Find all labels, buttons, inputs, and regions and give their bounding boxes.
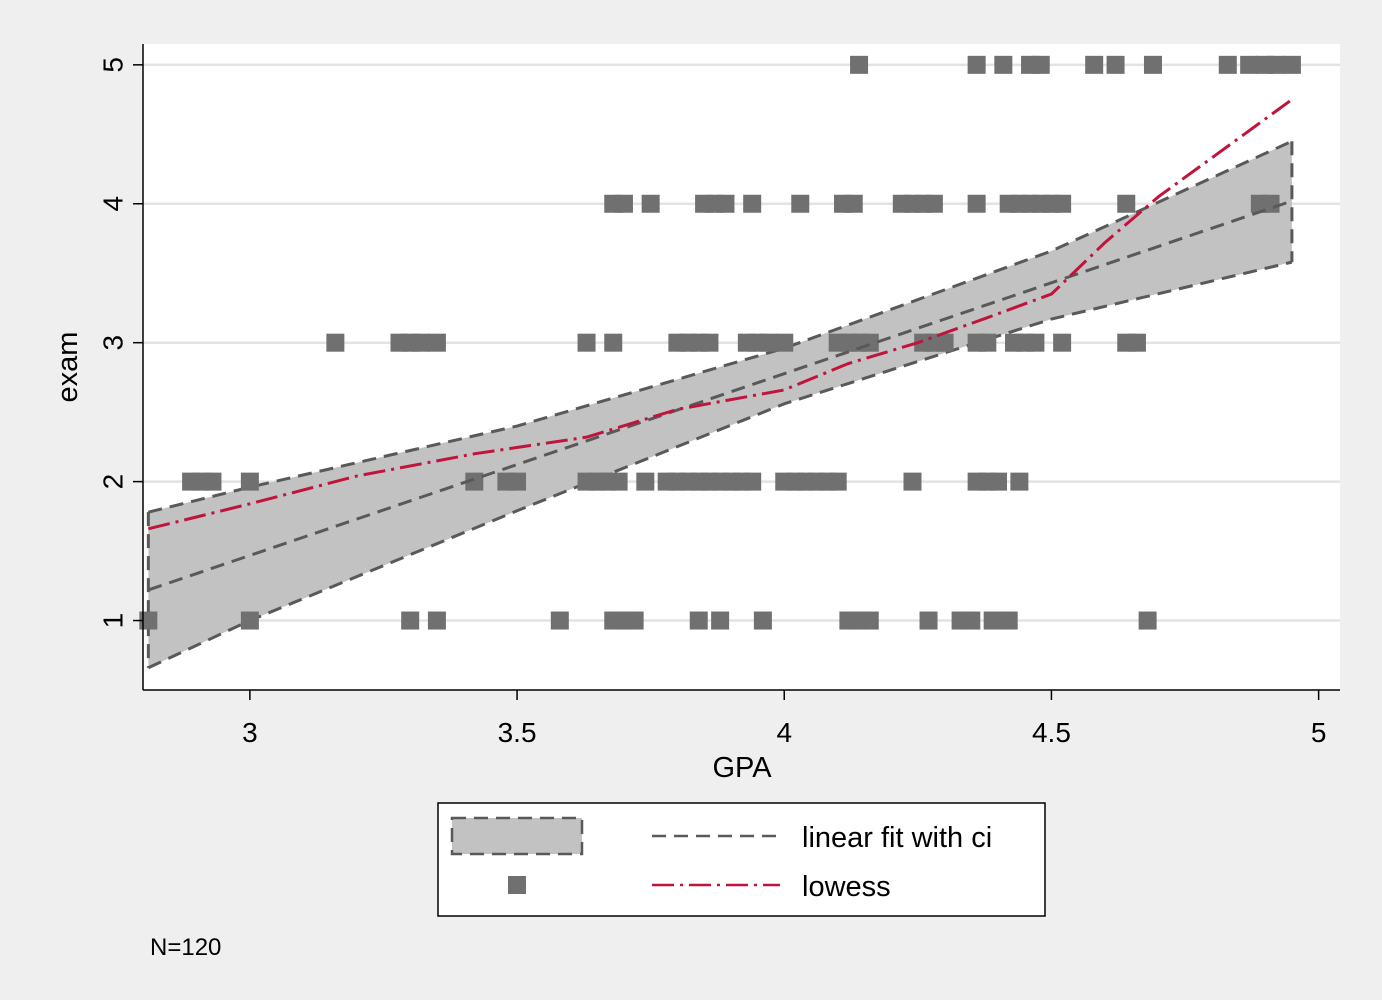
data-point-47 xyxy=(903,472,922,491)
data-point-23 xyxy=(240,472,259,491)
data-point-7 xyxy=(625,611,644,630)
scatter-points xyxy=(139,55,1301,630)
linear-fit-line xyxy=(147,199,1293,592)
x-tick-label-3: 3 xyxy=(242,717,258,748)
data-point-66 xyxy=(775,333,794,352)
data-point-50 xyxy=(989,472,1007,491)
data-point-111 xyxy=(1085,55,1104,74)
data-point-79 xyxy=(1053,333,1072,352)
legend-ci-swatch xyxy=(450,816,584,856)
data-point-117 xyxy=(1266,55,1285,74)
data-point-73 xyxy=(935,333,954,352)
data-point-19 xyxy=(1138,611,1157,630)
data-point-83 xyxy=(614,194,633,213)
data-point-10 xyxy=(753,611,772,630)
data-point-18 xyxy=(999,611,1018,630)
y-tick-label-3: 3 xyxy=(98,335,129,351)
x-axis-title: GPA xyxy=(712,752,772,784)
data-point-102 xyxy=(1053,194,1072,213)
ci-lower-bound xyxy=(147,260,1293,670)
data-point-103 xyxy=(1117,194,1136,213)
data-point-112 xyxy=(1106,55,1125,74)
data-point-108 xyxy=(994,55,1013,74)
axis-ticks: 1 2 3 4 5 3 3.5 4 4.5 5 xyxy=(98,57,1327,748)
data-point-87 xyxy=(716,194,735,213)
data-point-58 xyxy=(604,333,623,352)
data-point-56 xyxy=(427,333,446,352)
data-point-115 xyxy=(1240,55,1259,74)
data-point-96 xyxy=(967,194,986,213)
y-tick-label-1: 1 xyxy=(98,613,129,629)
y-axis-title: exam xyxy=(52,332,84,403)
data-point-95 xyxy=(924,194,943,213)
data-point-84 xyxy=(641,194,660,213)
data-point-55 xyxy=(411,333,430,352)
data-point-114 xyxy=(1218,55,1237,74)
data-point-118 xyxy=(1282,55,1301,74)
x-tick-label-3.5: 3.5 xyxy=(498,717,537,748)
axes xyxy=(142,44,1340,691)
data-point-51 xyxy=(1010,472,1029,491)
y-tick-label-5: 5 xyxy=(98,57,129,73)
data-point-3 xyxy=(427,611,446,630)
legend-point-marker xyxy=(508,876,526,894)
data-point-17 xyxy=(983,611,1002,630)
legend-label-linear-fit: linear fit with ci xyxy=(802,822,992,854)
data-point-78 xyxy=(1026,333,1045,352)
data-point-89 xyxy=(791,194,810,213)
data-point-31 xyxy=(636,472,655,491)
data-point-14 xyxy=(919,611,938,630)
data-point-107 xyxy=(967,55,986,74)
y-tick-label-2: 2 xyxy=(98,474,129,490)
data-point-110 xyxy=(1031,55,1050,74)
data-point-106 xyxy=(850,55,869,74)
sample-size-note: N=120 xyxy=(150,934,221,961)
data-point-30 xyxy=(609,472,628,491)
data-point-26 xyxy=(508,472,527,491)
x-tick-label-4: 4 xyxy=(776,717,792,748)
data-point-1 xyxy=(240,611,259,630)
data-point-24 xyxy=(465,472,484,491)
data-point-46 xyxy=(828,472,847,491)
data-point-40 xyxy=(743,472,762,491)
lowess-line xyxy=(147,98,1293,531)
data-point-2 xyxy=(401,611,420,630)
data-point-57 xyxy=(577,333,596,352)
ci-band-fill xyxy=(148,141,1292,668)
data-point-22 xyxy=(203,472,222,491)
legend-label-lowess: lowess xyxy=(802,871,891,903)
data-point-8 xyxy=(689,611,708,630)
fit-lines xyxy=(147,98,1293,592)
data-point-0 xyxy=(139,611,158,630)
x-tick-label-4.5: 4.5 xyxy=(1032,717,1071,748)
data-point-70 xyxy=(860,333,879,352)
data-point-52 xyxy=(326,333,345,352)
y-tick-label-4: 4 xyxy=(98,196,129,212)
data-point-4 xyxy=(550,611,569,630)
legend: linear fit with ci lowess xyxy=(437,802,1046,917)
data-point-91 xyxy=(844,194,863,213)
data-point-75 xyxy=(978,333,997,352)
data-point-113 xyxy=(1143,55,1162,74)
data-point-13 xyxy=(860,611,879,630)
data-point-88 xyxy=(743,194,762,213)
data-point-81 xyxy=(1127,333,1146,352)
ci-upper-bound xyxy=(147,139,1293,514)
data-point-16 xyxy=(962,611,981,630)
x-tick-label-5: 5 xyxy=(1311,717,1327,748)
data-point-65 xyxy=(759,333,778,352)
data-point-62 xyxy=(700,333,719,352)
data-point-9 xyxy=(711,611,730,630)
